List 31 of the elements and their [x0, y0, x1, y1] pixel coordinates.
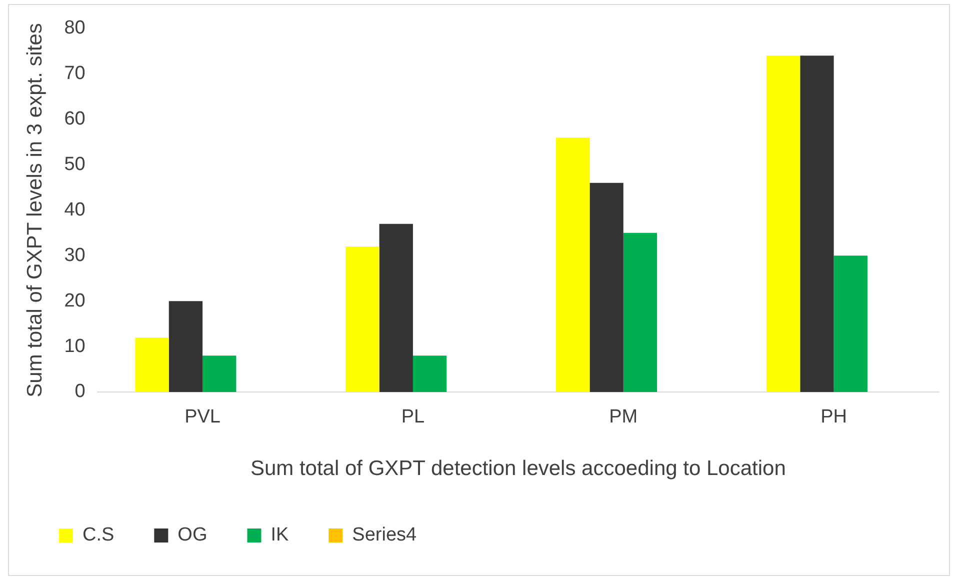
bar [202, 356, 236, 392]
y-tick-label: 70 [64, 63, 86, 84]
legend-label: OG [178, 524, 208, 546]
y-tick-label: 20 [64, 290, 86, 312]
bar [412, 356, 447, 392]
bar [135, 337, 169, 392]
y-axis-title: Sum total of GXPT levels in 3 expt. sites [23, 23, 46, 398]
bar [834, 256, 868, 392]
legend-label: C.S [82, 524, 114, 546]
bar [800, 56, 834, 392]
bar [379, 224, 413, 392]
bar [168, 301, 203, 392]
bar [766, 56, 800, 392]
legend-label: IK [270, 524, 290, 546]
y-tick-label: 0 [74, 381, 86, 402]
y-tick-label: 80 [64, 18, 86, 39]
bar [623, 232, 658, 392]
bar [590, 182, 624, 392]
y-tick-label: 30 [64, 244, 86, 266]
y-tick-label: 50 [64, 154, 86, 175]
y-tick-label: 40 [64, 199, 86, 220]
x-axis-title: Sum total of GXPT detection levels accoeding to Location [250, 457, 786, 480]
y-tick-label: 10 [64, 336, 86, 357]
x-tick-label: PM [609, 406, 638, 428]
bar [346, 246, 380, 392]
y-tick-label: 60 [64, 108, 86, 130]
x-tick-label: PVL [184, 406, 221, 428]
x-tick-label: PH [820, 406, 847, 428]
x-tick-label: PL [401, 406, 425, 428]
bar [556, 137, 590, 392]
legend-label: Series4 [352, 524, 418, 546]
